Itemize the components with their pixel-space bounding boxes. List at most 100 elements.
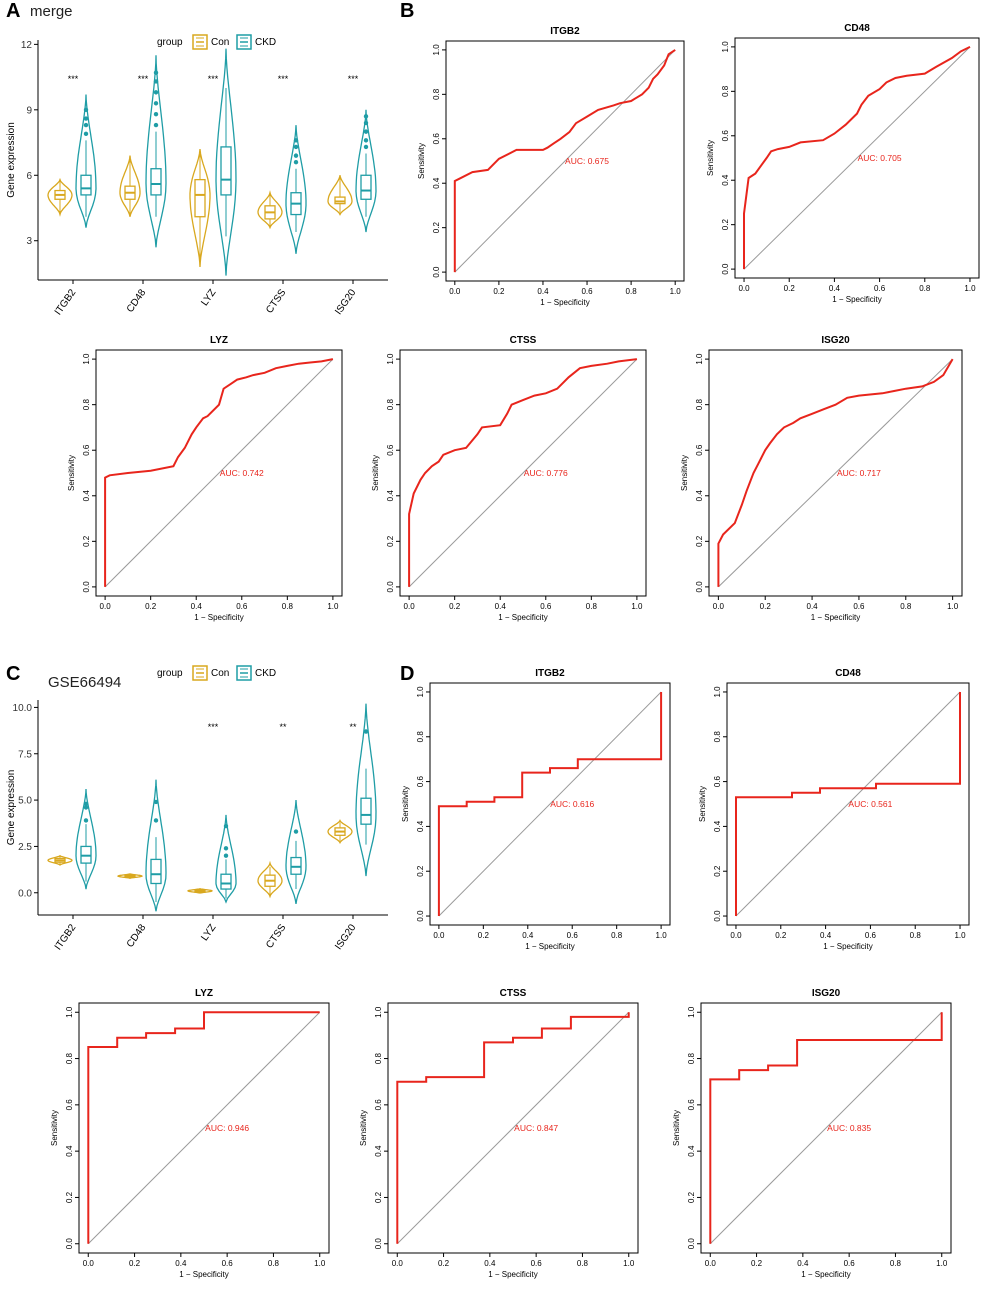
y-tick-label: 6 bbox=[26, 171, 32, 182]
x-tick-label: 0.8 bbox=[626, 287, 638, 296]
y-axis-label: Gene expression bbox=[6, 122, 17, 198]
y-tick-label: 0.4 bbox=[432, 177, 441, 189]
x-tick-label: 0.8 bbox=[577, 1259, 589, 1268]
outlier-point bbox=[293, 144, 299, 150]
outlier-point bbox=[223, 853, 229, 858]
outlier-point bbox=[363, 144, 369, 150]
y-tick-label: 0.6 bbox=[65, 1099, 74, 1111]
y-axis-label: Sensitivity bbox=[359, 1110, 368, 1146]
y-tick-label: 5.0 bbox=[18, 796, 32, 807]
y-axis-label: Sensitivity bbox=[50, 1110, 59, 1146]
x-tick-label: 1.0 bbox=[623, 1259, 635, 1268]
x-tick-label: 0.0 bbox=[100, 602, 112, 611]
x-tick-label: 0.6 bbox=[853, 602, 865, 611]
outlier-point bbox=[83, 818, 89, 823]
y-tick-label: 0.4 bbox=[695, 490, 704, 502]
legend-label: Con bbox=[211, 668, 229, 679]
significance-label: ** bbox=[349, 722, 357, 732]
x-tick-label: 0.0 bbox=[449, 287, 461, 296]
y-tick-label: 0.2 bbox=[687, 1191, 696, 1203]
plot-frame bbox=[387, 1002, 639, 1254]
x-tick-label: 0.6 bbox=[844, 1259, 856, 1268]
plot-title: ITGB2 bbox=[550, 26, 580, 37]
x-tick-label: LYZ bbox=[199, 922, 218, 943]
roc-curve-line bbox=[408, 358, 638, 587]
y-axis-label: Sensitivity bbox=[706, 140, 715, 176]
x-tick-label: 0.2 bbox=[438, 1259, 450, 1268]
x-tick-label: 0.8 bbox=[890, 1259, 902, 1268]
violin-shape-con bbox=[327, 819, 353, 845]
y-tick-label: 0.0 bbox=[713, 910, 722, 922]
x-axis-label: 1 − Specificity bbox=[525, 942, 575, 951]
x-tick-label: CD48 bbox=[125, 287, 149, 315]
violin-shape-con bbox=[327, 175, 353, 216]
outlier-point bbox=[83, 131, 89, 137]
y-tick-label: 0.0 bbox=[65, 1238, 74, 1250]
auc-label: AUC: 0.946 bbox=[205, 1123, 249, 1133]
violin-shape-ckd bbox=[75, 788, 97, 890]
roc-plot-b-lyz: LYZ 0.0 0.0 0.2 0.2 0.4 0.4 0.6 0.6 0.8 0.8 1.0 1.0 1… bbox=[67, 335, 343, 622]
auc-label: AUC: 0.717 bbox=[837, 468, 881, 478]
legend: group Con CKD bbox=[157, 665, 276, 681]
x-tick-label: 1.0 bbox=[936, 1259, 948, 1268]
y-tick-label: 0.4 bbox=[713, 820, 722, 832]
y-tick-label: 0.8 bbox=[713, 731, 722, 743]
plot-title: ISG20 bbox=[812, 988, 841, 999]
x-tick-label: 1.0 bbox=[314, 1259, 326, 1268]
legend-label: Con bbox=[211, 37, 229, 48]
plot-title: LYZ bbox=[195, 988, 213, 999]
legend-key-box bbox=[192, 34, 208, 50]
y-tick-label: 0.2 bbox=[713, 865, 722, 877]
diagonal-reference-line bbox=[438, 691, 662, 917]
box-con bbox=[194, 178, 206, 218]
y-axis-label: Sensitivity bbox=[680, 455, 689, 491]
outlier-point bbox=[363, 114, 369, 119]
roc-curve-line bbox=[743, 45, 971, 270]
significance-label: *** bbox=[208, 74, 219, 84]
diagonal-reference-line bbox=[454, 49, 676, 273]
x-axis-label: 1 − Specificity bbox=[811, 613, 861, 622]
outlier-point bbox=[363, 129, 369, 134]
roc-plot-b-itgb2: ITGB2 0.0 0.0 0.2 0.2 0.4 0.4 0.6 0.6 0.8 0.8 1.0 1.… bbox=[417, 26, 685, 307]
y-tick-label: 0.8 bbox=[82, 399, 91, 411]
y-tick-label: 9 bbox=[26, 105, 32, 116]
y-tick-label: 0.0 bbox=[695, 581, 704, 593]
plot-frame bbox=[429, 682, 671, 926]
x-tick-label: 0.6 bbox=[540, 602, 552, 611]
legend-label: CKD bbox=[255, 37, 276, 48]
y-tick-label: 0.2 bbox=[721, 219, 730, 231]
violin-shape-ckd bbox=[145, 55, 167, 248]
violin-shape-con bbox=[47, 854, 73, 866]
y-tick-label: 0.0 bbox=[687, 1238, 696, 1250]
y-tick-label: 0.2 bbox=[374, 1191, 383, 1203]
x-tick-label: CTSS bbox=[264, 922, 288, 950]
auc-label: AUC: 0.742 bbox=[220, 468, 264, 478]
x-axis-label: 1 − Specificity bbox=[488, 1270, 538, 1279]
box-ckd bbox=[220, 146, 232, 196]
legend-key-ckd bbox=[236, 34, 252, 50]
auc-label: AUC: 0.616 bbox=[550, 799, 594, 809]
y-tick-label: 7.5 bbox=[18, 749, 32, 760]
auc-label: AUC: 0.561 bbox=[848, 799, 892, 809]
legend-label: CKD bbox=[255, 668, 276, 679]
violin-shape-ckd bbox=[75, 94, 97, 228]
y-tick-label: 0.4 bbox=[416, 820, 425, 832]
outlier-point bbox=[153, 111, 159, 117]
x-tick-label: ITGB2 bbox=[53, 922, 79, 952]
y-tick-label: 0.2 bbox=[82, 535, 91, 547]
y-tick-label: 0.2 bbox=[65, 1191, 74, 1203]
x-tick-label: 0.2 bbox=[478, 931, 490, 940]
outlier-point bbox=[83, 116, 89, 121]
box-ckd bbox=[360, 174, 372, 200]
roc-plot-d-isg20: ISG20 0.0 0.0 0.2 0.2 0.4 0.4 0.6 0.6 0.8 0.8 1.0 1.… bbox=[672, 988, 952, 1279]
x-tick-label: 0.6 bbox=[531, 1259, 543, 1268]
diagonal-reference-line bbox=[408, 358, 638, 588]
x-axis-label: 1 − Specificity bbox=[801, 1270, 851, 1279]
x-tick-label: 0.2 bbox=[784, 284, 796, 293]
x-tick-label: 0.6 bbox=[567, 931, 579, 940]
roc-plot-b-ctss: CTSS 0.0 0.0 0.2 0.2 0.4 0.4 0.6 0.6 0.8 0.8 1.0 1.0… bbox=[371, 335, 647, 622]
roc-curve-line bbox=[104, 358, 334, 587]
significance-label: *** bbox=[348, 74, 359, 84]
violin-shape-ckd bbox=[215, 814, 237, 904]
